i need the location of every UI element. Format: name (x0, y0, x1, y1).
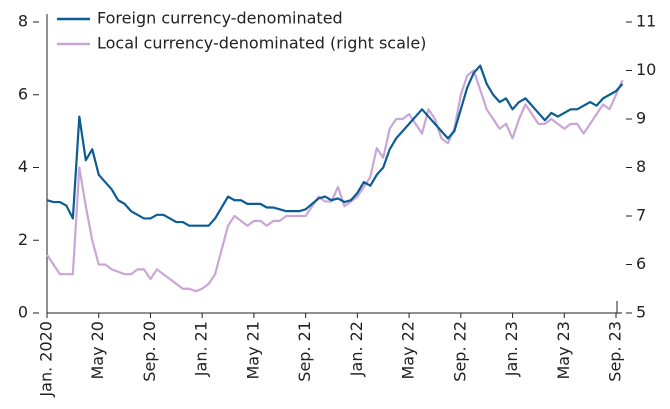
x-tick-label: Sep. 21 (295, 321, 314, 382)
x-tick-label: Sep. 23 (606, 321, 625, 382)
y-tick-label: 2 (18, 230, 28, 249)
y2-tick-label: 9 (636, 109, 646, 128)
y2-tick-label: 6 (636, 254, 646, 273)
x-tick-label: Jan. 23 (502, 321, 521, 377)
x-tick-label: May 21 (243, 321, 262, 380)
x-tick-label: Sep. 22 (450, 321, 469, 382)
x-tick-label: May 20 (88, 321, 107, 380)
series-line (46, 64, 624, 227)
y2-tick-label: 7 (636, 206, 646, 225)
y-tick-label: 8 (18, 12, 28, 31)
x-tick-label: May 23 (554, 321, 573, 380)
x-tick-label: Jan. 21 (192, 321, 211, 377)
x-tick-label: Jan. 22 (347, 321, 366, 377)
y-tick-label: 4 (18, 157, 28, 176)
y2-tick-label: 10 (636, 60, 656, 79)
y2-tick-label: 5 (636, 303, 646, 322)
x-tick-label: May 22 (399, 321, 418, 380)
legend-label: Local currency-denominated (right scale) (97, 34, 426, 53)
x-tick-label: Sep. 20 (140, 321, 159, 382)
y-tick-label: 6 (18, 84, 28, 103)
series-line (46, 69, 624, 293)
legend-label: Foreign currency-denominated (97, 9, 343, 28)
y2-tick-label: 11 (636, 12, 656, 31)
y2-tick-label: 8 (636, 157, 646, 176)
y-tick-label: 0 (18, 303, 28, 322)
x-tick-label: Jan. 2020 (37, 321, 56, 398)
